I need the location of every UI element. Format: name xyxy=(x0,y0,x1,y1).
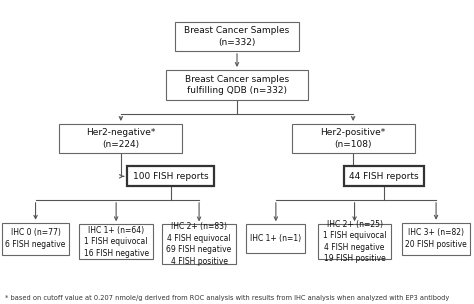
FancyBboxPatch shape xyxy=(127,167,214,186)
Text: IHC 0 (n=77)
6 FISH negative: IHC 0 (n=77) 6 FISH negative xyxy=(5,228,66,249)
Text: Breast Cancer Samples
(n=332): Breast Cancer Samples (n=332) xyxy=(184,26,290,47)
FancyBboxPatch shape xyxy=(292,124,415,153)
FancyBboxPatch shape xyxy=(166,70,308,100)
FancyBboxPatch shape xyxy=(344,167,424,186)
FancyBboxPatch shape xyxy=(2,223,69,255)
FancyBboxPatch shape xyxy=(402,223,470,255)
Text: IHC 2+ (n=83)
4 FISH equivocal
69 FISH negative
4 FISH positive: IHC 2+ (n=83) 4 FISH equivocal 69 FISH n… xyxy=(166,223,232,266)
Text: 44 FISH reports: 44 FISH reports xyxy=(349,172,419,181)
FancyBboxPatch shape xyxy=(246,224,305,253)
Text: Breast Cancer samples
fulfilling QDB (n=332): Breast Cancer samples fulfilling QDB (n=… xyxy=(185,75,289,95)
FancyBboxPatch shape xyxy=(175,22,299,51)
FancyBboxPatch shape xyxy=(162,224,236,264)
Text: Her2-positive*
(n=108): Her2-positive* (n=108) xyxy=(320,128,386,149)
Text: IHC 1+ (n=1): IHC 1+ (n=1) xyxy=(250,234,301,243)
FancyBboxPatch shape xyxy=(59,124,182,153)
Text: IHC 3+ (n=82)
20 FISH positive: IHC 3+ (n=82) 20 FISH positive xyxy=(405,228,467,249)
FancyBboxPatch shape xyxy=(79,224,153,259)
Text: * based on cutoff value at 0.207 nmole/g derived from ROC analysis with results : * based on cutoff value at 0.207 nmole/g… xyxy=(5,295,449,301)
Text: IHC 1+ (n=64)
1 FISH equivocal
16 FISH negative: IHC 1+ (n=64) 1 FISH equivocal 16 FISH n… xyxy=(83,226,149,257)
Text: Her2-negative*
(n=224): Her2-negative* (n=224) xyxy=(86,128,155,149)
FancyBboxPatch shape xyxy=(318,224,391,259)
Text: 100 FISH reports: 100 FISH reports xyxy=(133,172,209,181)
Text: IHC 2+ (n=25)
1 FISH equivocal
4 FISH negative
19 FISH positive: IHC 2+ (n=25) 1 FISH equivocal 4 FISH ne… xyxy=(323,220,386,263)
